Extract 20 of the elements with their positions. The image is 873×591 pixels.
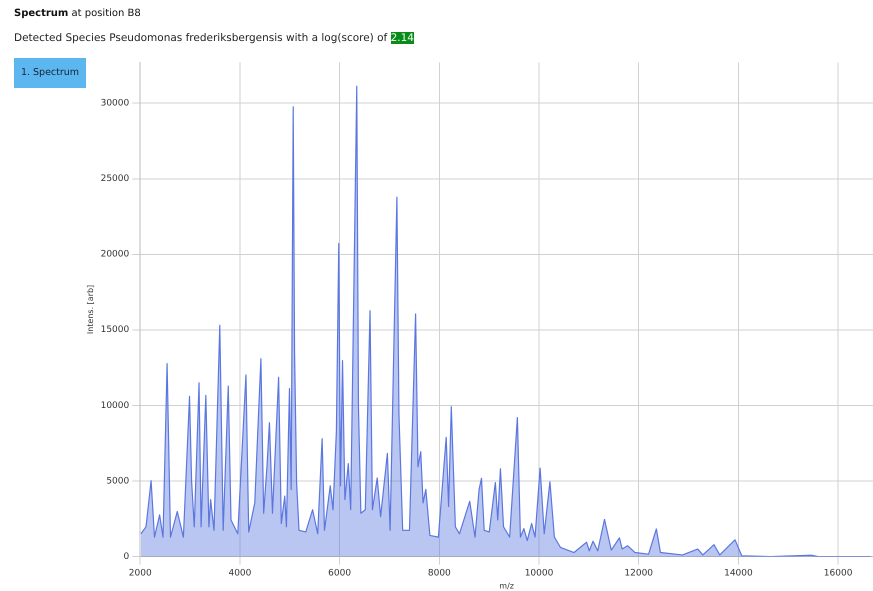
x-tick-label: 4000 xyxy=(228,568,252,578)
x-tick-label: 2000 xyxy=(128,568,152,578)
x-tick-label: 6000 xyxy=(328,568,352,578)
chart-title: Spectrum at position B8 xyxy=(14,8,141,19)
y-tick-label: 25000 xyxy=(100,174,130,184)
x-tick-label: 12000 xyxy=(624,568,654,578)
y-tick-label: 30000 xyxy=(100,98,130,109)
x-tick-label: 14000 xyxy=(724,568,753,578)
y-tick-label: 20000 xyxy=(100,250,130,260)
x-axis-title: m/z xyxy=(499,581,514,590)
y-tick-label: 0 xyxy=(123,552,130,562)
y-tick-label: 5000 xyxy=(106,476,130,486)
y-tick-label: 15000 xyxy=(100,325,130,336)
x-tick-label: 10000 xyxy=(524,568,554,578)
x-tick-label: 16000 xyxy=(824,568,853,578)
chart-subtitle: Detected Species Pseudomonas frederiksbergensis with a log(score) of 2.14 xyxy=(14,32,414,44)
text: 1. Spectrum xyxy=(14,58,86,88)
y-axis-title: Intens. [arb] xyxy=(86,284,95,334)
y-tick-label: 10000 xyxy=(100,400,130,411)
x-tick-label: 8000 xyxy=(428,568,452,578)
